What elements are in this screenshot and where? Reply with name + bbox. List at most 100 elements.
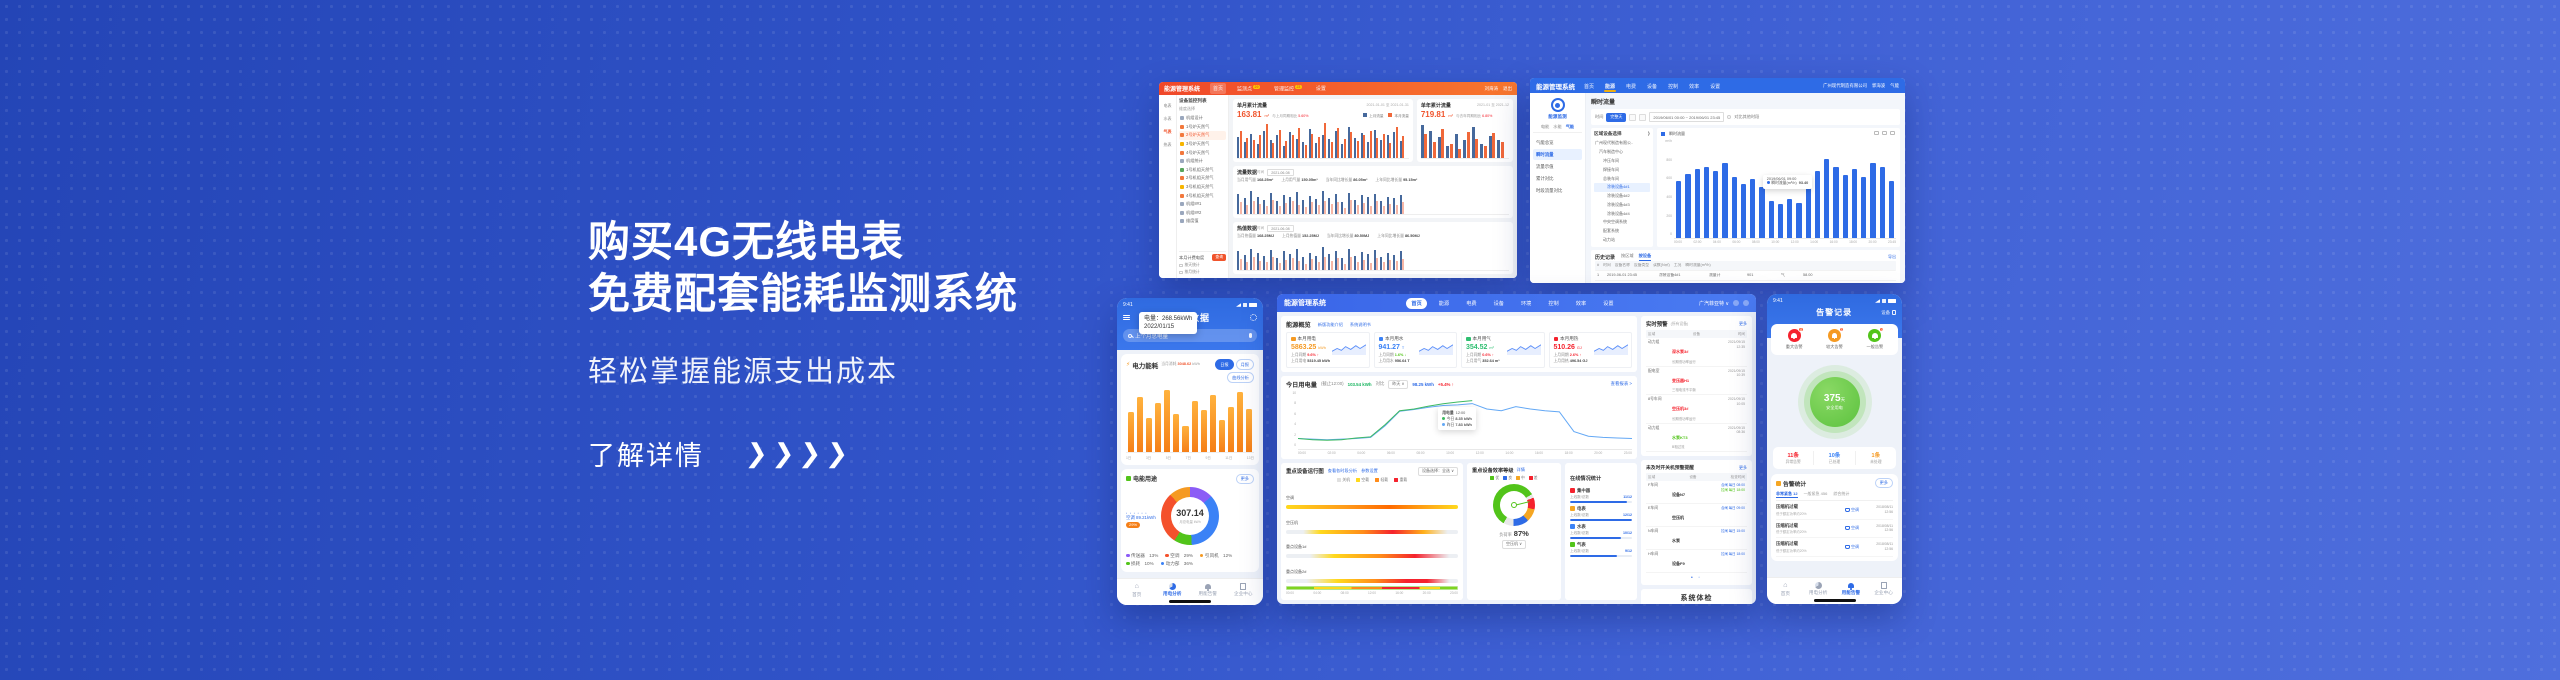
- da-tree-item[interactable]: 4号炉天然气: [1179, 148, 1226, 157]
- db-tree-item[interactable]: 总装车间: [1603, 175, 1619, 181]
- dc-nav-item[interactable]: 电费: [1466, 300, 1477, 307]
- db-company[interactable]: 广州现代制造有限公司: [1823, 82, 1868, 88]
- da-rail-item[interactable]: 气表: [1163, 129, 1172, 134]
- db-tree-item[interactable]: 中央空调系统: [1603, 219, 1627, 225]
- db-energy-tab[interactable]: 气能: [1565, 124, 1575, 129]
- dc-switch-more-link[interactable]: 更多: [1739, 464, 1747, 470]
- da-tree-item[interactable]: 机组设计: [1179, 114, 1226, 123]
- db-export-link[interactable]: 导出: [1888, 254, 1896, 260]
- db-tree-item[interactable]: 广州现代制造有限公..: [1595, 140, 1634, 146]
- da-tree-item[interactable]: 1号机组天然气: [1179, 166, 1226, 175]
- daily-report-pill[interactable]: 日报: [1215, 359, 1234, 370]
- da-tree-item[interactable]: 机组统计: [1179, 157, 1226, 166]
- dc-alerts-more-link[interactable]: 更多: [1739, 321, 1747, 326]
- alarm-type[interactable]: 4 一般告警: [1866, 327, 1885, 349]
- learn-more-link[interactable]: 了解详情 ❯❯❯❯: [588, 434, 1018, 473]
- db-tree-item[interactable]: 汽车制造中心: [1599, 149, 1623, 155]
- dc-details-link[interactable]: 详情: [1516, 467, 1525, 472]
- db-menu-item[interactable]: 累计对比: [1536, 175, 1554, 181]
- db-next-button[interactable]: [1639, 113, 1647, 121]
- dc-feature-link[interactable]: 新版功能介绍: [1317, 321, 1343, 327]
- mic-icon[interactable]: [1248, 332, 1252, 339]
- dc-nav-item[interactable]: 设置: [1603, 300, 1614, 307]
- da-tree-item[interactable]: 2号炉天然气: [1179, 131, 1226, 140]
- alarm-type[interactable]: 3 较大告警: [1826, 327, 1844, 349]
- da-rail-item[interactable]: 热表: [1163, 142, 1172, 147]
- alarm-tab[interactable]: 非常紧急 12: [1776, 491, 1798, 498]
- da-nav-item[interactable]: 设置: [1315, 85, 1326, 92]
- db-nav-item[interactable]: 设备: [1647, 83, 1658, 90]
- db-nav-item[interactable]: 电费: [1626, 83, 1637, 90]
- curve-analysis-pill[interactable]: 曲线分析: [1227, 372, 1254, 383]
- db-energy-tab[interactable]: 电能: [1540, 124, 1550, 129]
- da-tree-item[interactable]: 3号炉天然气: [1179, 140, 1226, 149]
- dc-nav-item[interactable]: 能源: [1438, 300, 1450, 307]
- da-tree-item[interactable]: 机组8#1: [1179, 200, 1226, 209]
- collapse-icon[interactable]: ⟩: [1647, 131, 1650, 136]
- db-history-tab[interactable]: 按设备: [1638, 253, 1652, 262]
- da-heat-datepicker[interactable]: 2021-06-08: [1267, 225, 1294, 232]
- pb-device-filter[interactable]: 设备: [1881, 310, 1896, 316]
- alarm-row[interactable]: 压缩机过载 低于额定功率约20% 空调 2018/08/11 12:56: [1776, 538, 1893, 557]
- tab-item[interactable]: 用电分析: [1155, 582, 1191, 599]
- da-rail-item[interactable]: 水表: [1163, 116, 1172, 121]
- da-tree-item[interactable]: 4号机组天然气: [1179, 191, 1226, 200]
- da-nav-item[interactable]: 监测点 29: [1237, 84, 1260, 93]
- alarm-row[interactable]: 压缩机过载 低于额定功率约20% 空调 2018/08/11 12:56: [1776, 520, 1893, 538]
- alarm-tab[interactable]: 综合统计: [1833, 491, 1850, 496]
- db-nav-item[interactable]: 设置: [1710, 83, 1721, 90]
- da-tree-item[interactable]: 2号机组天然气: [1179, 174, 1226, 183]
- menu-icon[interactable]: [1123, 314, 1130, 321]
- dc-nav-item[interactable]: 设备: [1493, 300, 1504, 307]
- da-tree-item[interactable]: 3号机组天然气: [1179, 183, 1226, 192]
- alarm-tab[interactable]: 一般紧急 456: [1803, 491, 1828, 496]
- user-icon[interactable]: [1743, 300, 1749, 306]
- dc-manual-link[interactable]: 系统说明书: [1349, 321, 1371, 327]
- db-history-tab[interactable]: 按区域: [1621, 253, 1634, 259]
- db-fullday-button[interactable]: 完整天: [1606, 112, 1627, 122]
- alarm-type[interactable]: 8 重大告警: [1785, 327, 1804, 349]
- da-nav-item[interactable]: 管理监控 23: [1273, 84, 1302, 93]
- bell-icon[interactable]: [1733, 300, 1739, 306]
- db-tree-item[interactable]: 涂装设备4#1: [1594, 182, 1650, 192]
- db-menu-item[interactable]: 流量示值: [1536, 163, 1554, 169]
- da-tree-item[interactable]: 机组8#2: [1179, 209, 1226, 218]
- dc-period-analysis-link[interactable]: 查看各时段分析: [1327, 468, 1358, 473]
- db-chart-toolbar[interactable]: [1874, 131, 1895, 135]
- da-nav-item[interactable]: 首页: [1210, 82, 1227, 95]
- tab-item[interactable]: 用能告警: [1835, 582, 1868, 598]
- alarm-row[interactable]: 压缩机过载 低于额定功率约20% 空调 2018/08/11 12:56: [1776, 501, 1893, 520]
- dc-param-settings-link[interactable]: 参数设置: [1361, 468, 1378, 473]
- dc-compare-select[interactable]: 昨天 ∨: [1388, 379, 1409, 389]
- db-tree-item[interactable]: 动力站: [1603, 236, 1615, 242]
- da-query-button[interactable]: 查询: [1212, 254, 1226, 261]
- db-nav-item[interactable]: 首页: [1584, 83, 1595, 90]
- db-tree-item[interactable]: 焊接车间: [1603, 166, 1619, 172]
- tab-item[interactable]: 首页: [1769, 582, 1802, 598]
- da-tree-item[interactable]: 1号炉天然气: [1179, 123, 1226, 132]
- dc-company-select[interactable]: 广汽菲亚特 ∨: [1698, 300, 1729, 307]
- tab-item[interactable]: 企业中心: [1226, 582, 1262, 599]
- da-checkbox[interactable]: 按月统计: [1179, 270, 1226, 275]
- more-button[interactable]: 更多: [1235, 473, 1254, 484]
- da-checkbox[interactable]: 按天统计: [1179, 263, 1226, 268]
- dc-nav-item[interactable]: 首页: [1406, 297, 1427, 309]
- db-menu-item[interactable]: 气能总览: [1536, 139, 1554, 145]
- dc-nav-item[interactable]: 环境: [1520, 300, 1532, 307]
- db-menu-item[interactable]: 瞬时流量: [1533, 149, 1582, 160]
- db-tree-item[interactable]: 涂装设备4#2: [1607, 193, 1630, 199]
- tab-item[interactable]: 用电分析: [1802, 581, 1835, 598]
- dc-nav-item[interactable]: 效率: [1575, 300, 1587, 307]
- db-nav-item[interactable]: 效率: [1689, 83, 1700, 90]
- db-nav-item[interactable]: 能源: [1604, 79, 1617, 93]
- db-menu-item[interactable]: 时段流量对比: [1536, 187, 1563, 193]
- tab-item[interactable]: 企业中心: [1867, 581, 1900, 598]
- db-nav-item[interactable]: 控制: [1668, 83, 1679, 90]
- db-tree-item[interactable]: 冲压车间: [1603, 157, 1619, 163]
- da-flow-datepicker[interactable]: 2021-06-08: [1267, 169, 1294, 176]
- dc-device-select[interactable]: 设备选择：全选 ∨: [1417, 466, 1458, 476]
- da-rail-item[interactable]: 电表: [1163, 103, 1172, 108]
- db-username[interactable]: 郭海波: [1872, 82, 1886, 88]
- db-energy-tag[interactable]: 气能: [1890, 82, 1899, 88]
- pagination-dots[interactable]: • •: [1691, 575, 1702, 581]
